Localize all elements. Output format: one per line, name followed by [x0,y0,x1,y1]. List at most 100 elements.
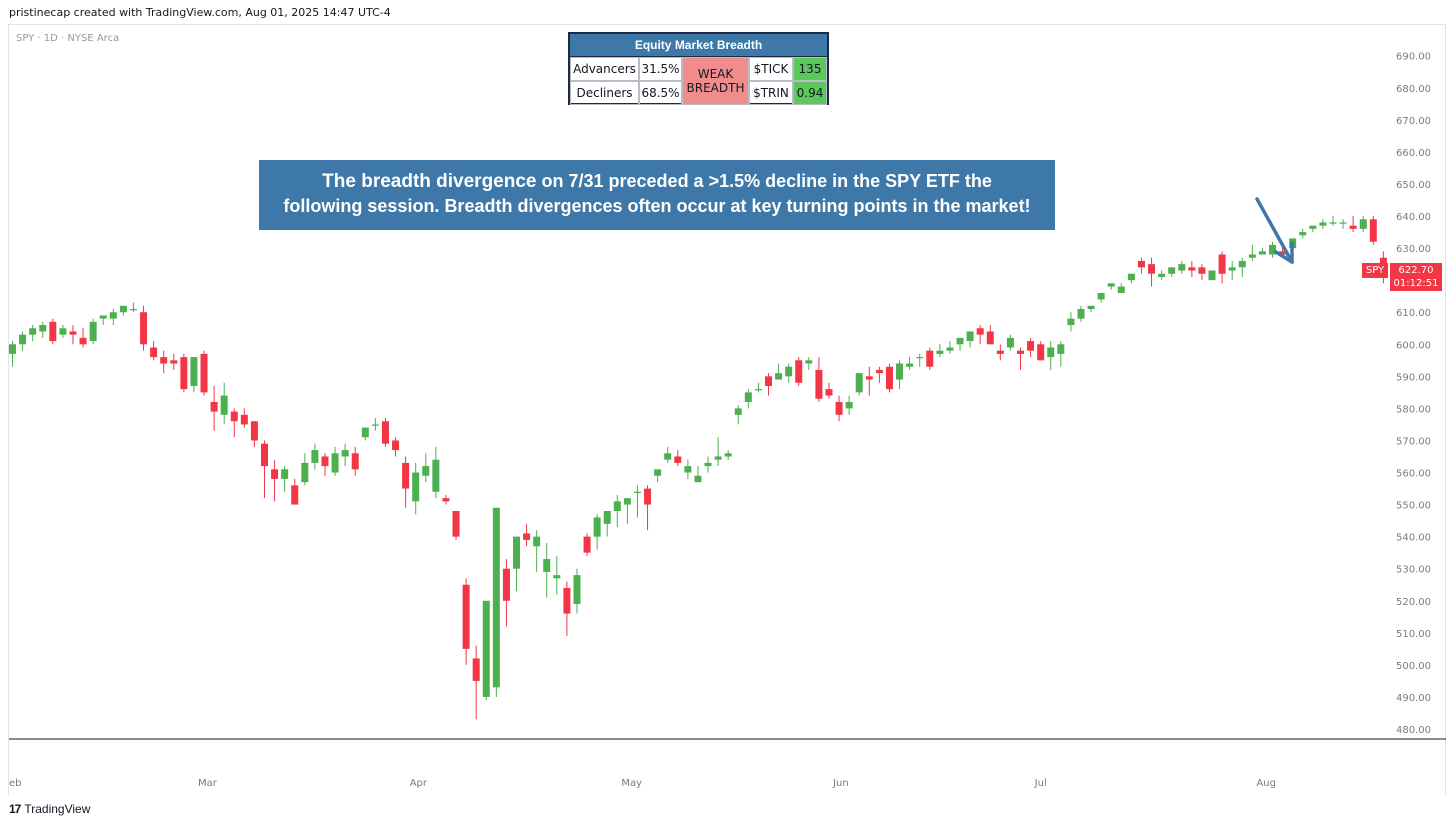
candle-body [543,559,551,572]
candle [543,543,551,598]
candle-body [674,456,682,463]
candle [1178,260,1186,274]
candle [472,645,480,720]
candle [129,302,137,313]
candle [674,450,682,467]
candle [261,440,268,499]
candle [492,507,500,697]
candle [714,437,722,467]
candle-body [1117,286,1125,293]
candle-body [1299,232,1307,236]
candle [1047,341,1055,370]
candle-body [835,401,843,415]
candle [140,305,148,351]
candle-body [603,510,611,524]
candle-body [1218,254,1226,274]
candle [220,382,228,425]
candle [1087,305,1095,313]
candle [694,466,702,483]
candle [946,341,954,354]
tradingview-logo[interactable]: 17 TradingView [9,802,90,816]
candle [1309,225,1317,233]
candle-body [371,424,379,426]
callout-line-1-rest: on 7/31 preceded a >1.5% decline in the … [536,171,992,191]
candle [291,478,299,505]
candle-body [1258,251,1266,255]
candle-body [1047,347,1055,358]
price-tick-label: 510.00 [1396,629,1431,640]
callout-line-2: following session. Breadth divergences o… [283,196,1031,216]
candle [1057,341,1065,367]
candle-body [976,328,984,335]
candle [956,337,964,351]
candle [1097,292,1105,303]
candle [1369,216,1377,245]
symbol-interval-label: SPY · 1D · NYSE Arca [16,33,120,44]
candle [119,305,127,316]
candle-body [633,491,641,493]
price-tick-label: 660.00 [1396,148,1431,159]
candle [1077,305,1085,322]
candle [573,568,581,614]
candle-body [1369,219,1377,242]
price-axis: 480.00 490.00 500.00 510.00 520.00 530.00 540.… [1396,52,1431,736]
symbol-price-tag: SPY [1362,263,1388,278]
candle [533,530,541,572]
candle [361,427,369,441]
time-axis: eb Mar Apr May Jun Jul Aug [9,778,1276,789]
candle [311,443,319,470]
candle-body [765,376,772,386]
candle [654,469,662,483]
candle [815,357,823,402]
candle [1107,283,1115,290]
candle [351,446,359,476]
candle [724,450,732,460]
candle-body [664,453,672,460]
candle-body [805,360,813,364]
candle-body [1077,309,1085,319]
candle-body [613,501,621,511]
candle-body [19,334,27,345]
candle [240,408,248,428]
candle [1127,273,1135,284]
trin-label: $TRIN [749,81,793,105]
candle-body [785,366,793,377]
candle [432,446,440,499]
advancers-label: Advancers [570,57,639,81]
candle [664,446,672,463]
candle-body [361,427,369,438]
candle-body [271,469,279,479]
candle [1208,270,1216,281]
candle-body [351,453,359,470]
candle-body [220,395,228,415]
candle [936,344,944,358]
price-tick-label: 520.00 [1396,597,1431,608]
candle-body [654,469,662,476]
candle [1148,257,1156,287]
candle [1319,219,1327,229]
candle [986,325,994,345]
candle-body [381,421,389,444]
candle-body [906,363,914,367]
candle [1349,216,1357,233]
candle-body [1279,251,1287,255]
candle [966,331,974,348]
candle-body [1349,225,1357,229]
candle [1027,337,1035,358]
price-tick-label: 640.00 [1396,212,1431,223]
candle-body [875,369,883,374]
candle [99,315,107,326]
price-tick-label: 670.00 [1396,116,1431,127]
candle-body [291,485,299,505]
candle [1359,216,1367,233]
candle-body [129,309,137,311]
candle [603,510,611,537]
candle [1269,241,1276,258]
candle [523,523,531,547]
candle [341,443,349,467]
candle [1339,219,1347,229]
candle [29,325,37,342]
price-tick-label: 560.00 [1396,469,1431,480]
candle-body [896,363,904,380]
